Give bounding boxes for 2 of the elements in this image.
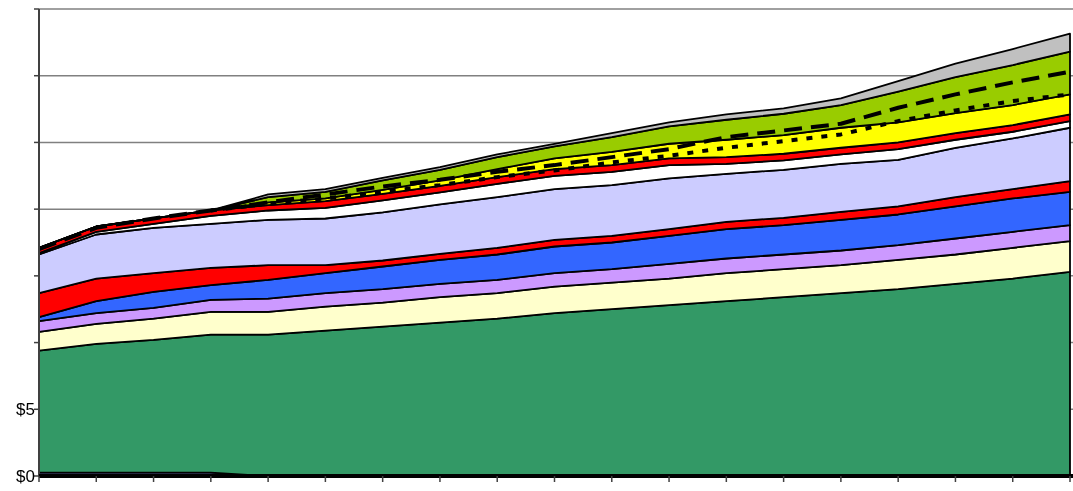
y-tick-label: $5 [16,400,35,420]
y-tick-label: $0 [16,466,35,486]
